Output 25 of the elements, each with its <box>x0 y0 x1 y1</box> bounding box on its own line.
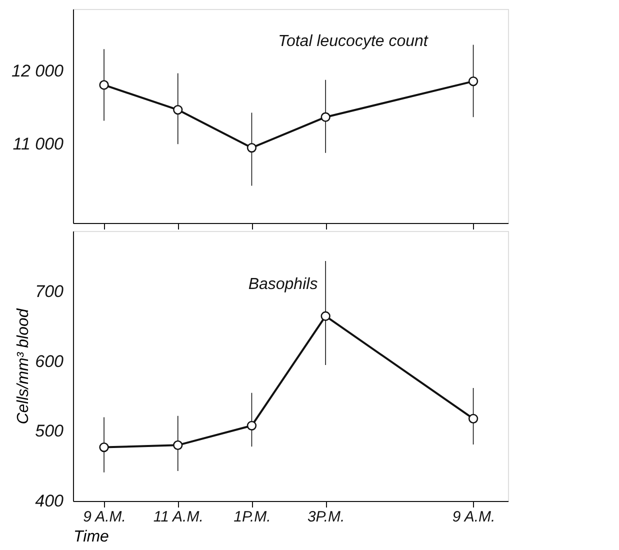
x-tick-label: 11 A.M. <box>153 508 204 526</box>
x-tick-label: 3P.M. <box>307 508 345 526</box>
point <box>99 442 109 452</box>
y-tick-label: 11 000 <box>12 134 64 154</box>
y-tick-label: 700 <box>35 282 64 302</box>
y-tick-label: 400 <box>35 492 64 510</box>
text: Total leucocyte count <box>278 33 428 50</box>
point <box>173 104 183 115</box>
y-axis-title: Cells/mm³ blood <box>15 308 32 424</box>
point <box>320 311 330 321</box>
y-tick-label: 12 000 <box>12 62 64 81</box>
point <box>246 420 257 430</box>
point <box>99 80 109 90</box>
point <box>173 440 183 450</box>
point <box>468 414 478 424</box>
point <box>468 76 478 86</box>
y-tick-label: 600 <box>35 352 64 371</box>
point <box>246 142 257 153</box>
x-tick-label: 9 A.M. <box>452 508 496 526</box>
y-tick-label: 500 <box>35 422 64 441</box>
point <box>320 112 330 122</box>
x-tick-label: 9 A.M. <box>83 508 126 526</box>
x-tick-label: 1P.M. <box>234 508 271 526</box>
text: Basophils <box>248 276 318 293</box>
x-axis-title: Time <box>74 528 110 546</box>
